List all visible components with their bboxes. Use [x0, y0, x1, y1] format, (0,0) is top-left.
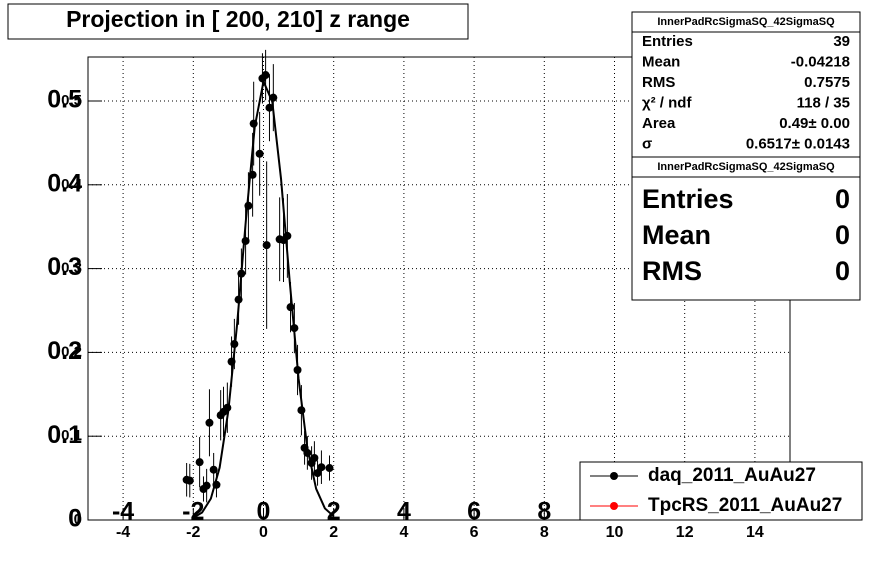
data-point: [237, 269, 246, 278]
y-tick-label: 0: [74, 511, 82, 528]
y-tick-label-large: 0.2: [47, 337, 82, 365]
stats-value: 0.6517± 0.0143: [746, 136, 850, 153]
legend-label: TpcRS_2011_AuAu27: [648, 495, 842, 516]
stats-box: [631, 11, 861, 158]
x-tick-label: 6: [470, 524, 479, 541]
data-point: [261, 71, 270, 80]
x-tick-label-large: -4: [112, 498, 134, 526]
stats-label: Mean: [642, 54, 680, 71]
data-point: [202, 481, 211, 490]
stats-value: -0.04218: [791, 54, 850, 71]
stats-label: RMS: [642, 74, 675, 91]
y-tick-label: 0.2: [61, 343, 82, 360]
y-tick-label-large: 0.1: [47, 421, 82, 449]
x-tick-label: 0: [259, 524, 268, 541]
y-tick-label-large: 0.4: [47, 169, 82, 197]
stats-title: InnerPadRcSigmaSQ_42SigmaSQ: [657, 16, 835, 28]
legend-marker: [610, 472, 618, 480]
y-tick-label-large: 0: [68, 505, 82, 533]
x-tick-label-large: -2: [182, 498, 204, 526]
x-tick-label-large: 8: [537, 498, 551, 526]
stats-value: 0: [835, 256, 850, 286]
stats-title: InnerPadRcSigmaSQ_42SigmaSQ: [657, 161, 835, 173]
data-point: [297, 406, 306, 415]
data-point: [205, 418, 214, 427]
x-tick-label: 14: [746, 524, 764, 541]
legend-marker: [610, 502, 618, 510]
data-point: [303, 448, 312, 457]
stats-box: [631, 156, 861, 301]
stats-value: 0: [835, 184, 850, 214]
y-tick-label-large: 0.3: [47, 253, 82, 281]
stats-value: 0.49± 0.00: [779, 115, 850, 132]
data-point: [230, 340, 239, 349]
x-tick-label: -2: [186, 524, 200, 541]
y-tick-label: 0.4: [61, 176, 83, 193]
stats-label: Mean: [642, 220, 711, 250]
data-point: [212, 480, 221, 489]
data-point: [283, 231, 292, 240]
data-point: [185, 476, 194, 485]
legend-box: [579, 461, 863, 521]
data-point: [262, 241, 271, 250]
data-point: [195, 458, 204, 467]
x-tick-label-large: 2: [327, 498, 341, 526]
title-box: [7, 3, 469, 40]
data-point: [227, 357, 236, 366]
chart-title: Projection in [ 200, 210] z range: [66, 6, 410, 32]
stats-value: 39: [833, 33, 850, 50]
stats-label: Entries: [642, 184, 734, 214]
x-tick-label-large: 0: [257, 498, 271, 526]
data-point: [325, 464, 334, 473]
stats-value: 118 / 35: [797, 95, 850, 112]
x-tick-label: -4: [116, 524, 130, 541]
legend-label: daq_2011_AuAu27: [648, 465, 816, 486]
y-tick-label: 0.1: [61, 427, 82, 444]
stats-value: 0.7575: [804, 74, 850, 91]
x-tick-label: 8: [540, 524, 549, 541]
data-point: [234, 295, 243, 304]
data-point: [290, 324, 299, 333]
data-point: [223, 403, 232, 412]
data-point: [293, 365, 302, 374]
x-tick-label: 4: [399, 524, 408, 541]
x-tick-label: 10: [606, 524, 624, 541]
x-tick-label-large: 6: [467, 498, 481, 526]
stats-label: Entries: [642, 33, 693, 50]
data-point: [255, 149, 264, 158]
data-point: [244, 201, 253, 210]
x-tick-label: 2: [329, 524, 338, 541]
data-point: [265, 103, 274, 112]
x-tick-label-large: 4: [397, 498, 411, 526]
stats-label: σ: [642, 136, 652, 153]
x-tick-label: 12: [676, 524, 694, 541]
data-point: [209, 465, 218, 474]
data-point: [249, 119, 258, 128]
data-point: [317, 463, 326, 472]
data-point: [269, 93, 278, 102]
data-point: [286, 303, 295, 312]
y-tick-label: 0.3: [61, 260, 82, 277]
data-point: [313, 469, 322, 478]
data-point: [248, 170, 257, 179]
data-point: [310, 453, 319, 462]
stats-label: χ² / ndf: [642, 95, 692, 112]
stats-label: RMS: [642, 256, 702, 286]
y-tick-label-large: 0.5: [47, 86, 82, 114]
y-tick-label: 0.5: [61, 92, 82, 109]
data-point: [241, 236, 250, 245]
stats-label: Area: [642, 115, 676, 132]
stats-value: 0: [835, 220, 850, 250]
